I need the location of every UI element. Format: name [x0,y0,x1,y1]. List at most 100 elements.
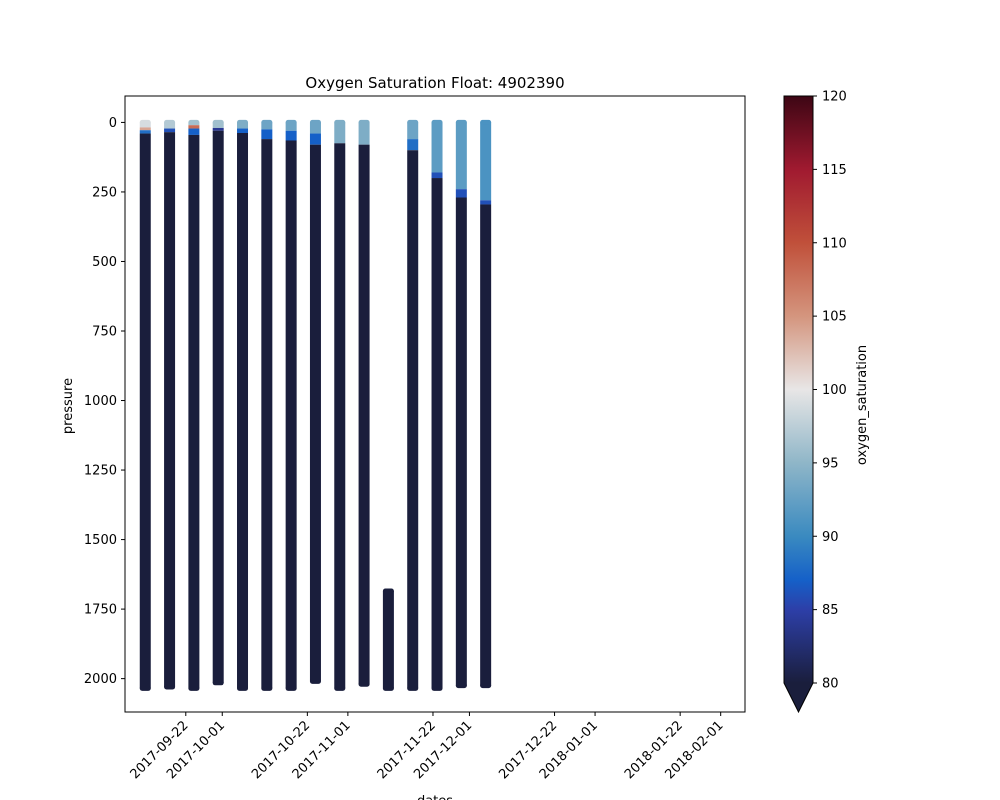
profile-segment [334,122,346,144]
profile-segment [212,122,224,128]
y-tick-label: 1750 [84,603,117,618]
colorbar-extend-triangle [784,683,813,712]
profile-cap [480,683,492,689]
profile-cap [285,685,297,691]
profile-segment [237,132,249,689]
axes-frame [124,95,746,713]
profile-segment [139,122,151,128]
profile-segment [455,189,467,198]
profile-cap [382,685,394,691]
profile-column [237,119,249,691]
profile-cap [382,588,394,594]
profile-segment [164,128,176,133]
colorbar-tick-label: 80 [822,677,839,692]
profile-segment [309,122,321,134]
profile-cap [237,119,249,125]
colorbar: 80 85 90 95 100 105 110 115 120 oxygen_saturatio… [783,90,870,714]
colorbar-tick-label: 90 [822,530,839,545]
profile-cap [139,119,151,125]
profile-cap [164,684,176,690]
profile-segment [164,132,176,687]
profile-cap [431,119,443,125]
profile-segment [407,139,419,151]
y-tick-label: 1250 [84,464,117,479]
y-tick-label: 1000 [84,394,117,409]
profile-cap [188,685,200,691]
y-tick-label: 2000 [84,672,117,687]
y-tick-label: 0 [109,116,117,131]
profile-column [407,119,419,691]
profile-segment [309,133,321,145]
profile-cap [407,685,419,691]
profile-segment [261,129,273,140]
profile-column [431,119,443,691]
profile-segment [480,200,492,205]
profile-column [480,119,492,689]
y-tick-label: 1500 [84,533,117,548]
profile-cap [455,683,467,689]
profile-cap [285,119,297,125]
profile-segment [407,122,419,140]
profile-column [309,119,321,684]
colorbar-tick-label: 110 [822,236,847,251]
profile-segment [261,122,273,130]
profile-cap [358,119,370,125]
profile-cap [164,119,176,125]
profile-cap [431,685,443,691]
profile-column [455,119,467,689]
profile-segment [431,172,443,179]
profile-cap [188,119,200,125]
profile-segment [285,122,297,131]
profile-cap [212,680,224,686]
profile-column [382,588,394,691]
colorbar-tick-label: 105 [822,310,847,325]
profile-segment [212,127,224,131]
colorbar-tick-label: 100 [822,383,847,398]
colorbar-fill [784,96,813,683]
profile-segment [407,150,419,689]
profile-segment [139,133,151,689]
profile-segment [382,591,394,689]
x-axis-label: dates [417,794,453,800]
profile-segment [480,122,492,201]
profile-segment [480,204,492,686]
profile-cap [407,119,419,125]
profile-cap [309,119,321,125]
profile-segment [237,122,249,129]
colorbar-label: oxygen_saturation [855,345,870,465]
profile-segment [188,125,200,129]
profile-segment [309,144,321,682]
profile-segment [188,134,200,689]
y-tick-label: 750 [92,324,117,339]
colorbar-tick-label: 120 [822,90,847,105]
profile-segment [188,128,200,135]
profile-column [139,119,151,691]
profile-cap [334,685,346,691]
y-tick-label: 500 [92,255,117,270]
profile-column [261,119,273,691]
profile-cap [212,119,224,125]
profile-segment [455,197,467,686]
chart-title: Oxygen Saturation Float: 4902390 [305,74,564,92]
profile-column [358,119,370,687]
plot-area [139,119,492,691]
profile-column [285,119,297,691]
colorbar-tick-label: 95 [822,456,839,471]
profile-cap [139,685,151,691]
y-axis-label: pressure [61,378,76,434]
profile-segment [164,122,176,129]
profile-segment [431,122,443,173]
profile-cap [480,119,492,125]
profile-cap [455,119,467,125]
colorbar-tick-label: 115 [822,163,847,178]
profile-column [188,119,200,691]
profile-cap [261,685,273,691]
profile-segment [358,122,370,145]
profile-cap [334,119,346,125]
profile-cap [261,119,273,125]
y-tick-label: 250 [92,185,117,200]
profile-segment [261,139,273,689]
profile-segment [139,130,151,134]
